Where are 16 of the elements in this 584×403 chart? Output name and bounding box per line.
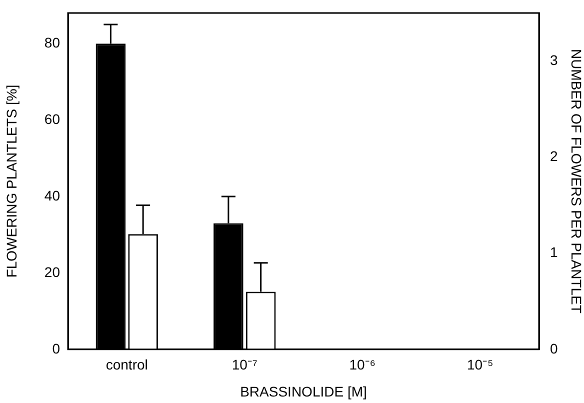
y-tick-label: 80	[44, 34, 60, 50]
y-axis-title: FLOWERING PLANTLETS [%]	[3, 84, 20, 278]
y-tick-label: 40	[44, 187, 60, 204]
x-tick-label: 10⁻⁶	[349, 356, 376, 373]
y-tick-label: 60	[44, 110, 60, 127]
y-tick-label: 20	[44, 264, 60, 280]
y-tick-label: 0	[52, 340, 60, 356]
x-tick-label: 10⁻⁷	[232, 356, 258, 373]
x-tick-label: control	[106, 356, 148, 373]
y2-tick-label: 3	[550, 52, 558, 68]
y2-tick-label: 0	[550, 340, 558, 356]
y2-tick-label: 2	[550, 148, 558, 164]
x-tick-label: 10⁻⁵	[466, 356, 494, 373]
y2-tick-label: 1	[550, 244, 558, 260]
x-axis-title: BRASSINOLIDE [M]	[240, 383, 367, 400]
y2-axis-title: NUMBER OF FLOWERS PER PLANTLET	[568, 48, 584, 314]
